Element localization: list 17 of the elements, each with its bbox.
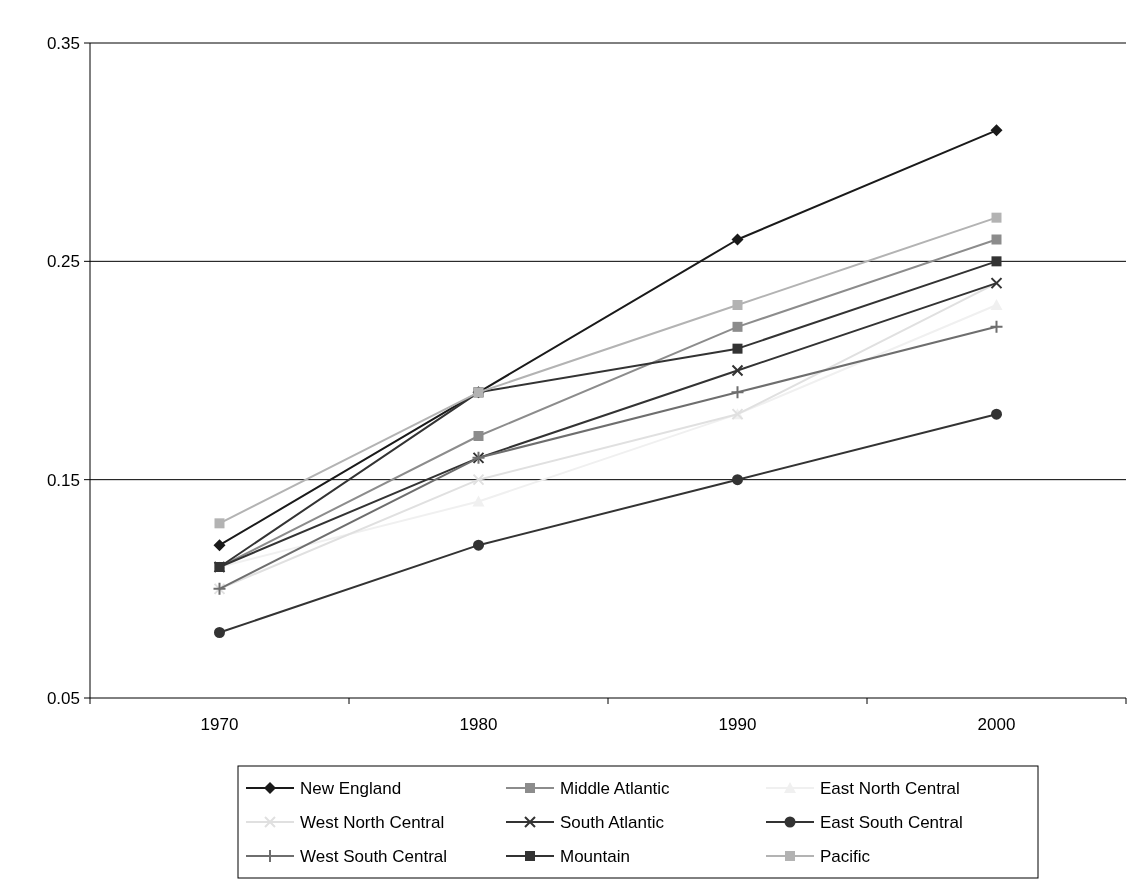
y-tick-label: 0.15 [46, 470, 80, 490]
x-tick-label: 1970 [200, 715, 239, 734]
legend-label: South Atlantic [560, 812, 665, 832]
x-tick-label: 2000 [977, 715, 1016, 734]
legend-label: West North Central [300, 812, 445, 832]
x-tick-label: 1980 [459, 715, 498, 734]
y-tick-label: 0.05 [46, 688, 80, 708]
legend-label: East North Central [820, 778, 960, 798]
legend-label: East South Central [820, 812, 963, 832]
legend-label: Pacific [820, 846, 871, 866]
legend-label: Middle Atlantic [560, 778, 671, 798]
x-tick-label: 1990 [718, 715, 757, 734]
legend-label: New England [300, 778, 402, 798]
legend-label: West South Central [300, 846, 448, 866]
y-tick-label: 0.35 [46, 33, 80, 53]
legend-label: Mountain [560, 846, 630, 866]
y-tick-label: 0.25 [46, 252, 80, 272]
